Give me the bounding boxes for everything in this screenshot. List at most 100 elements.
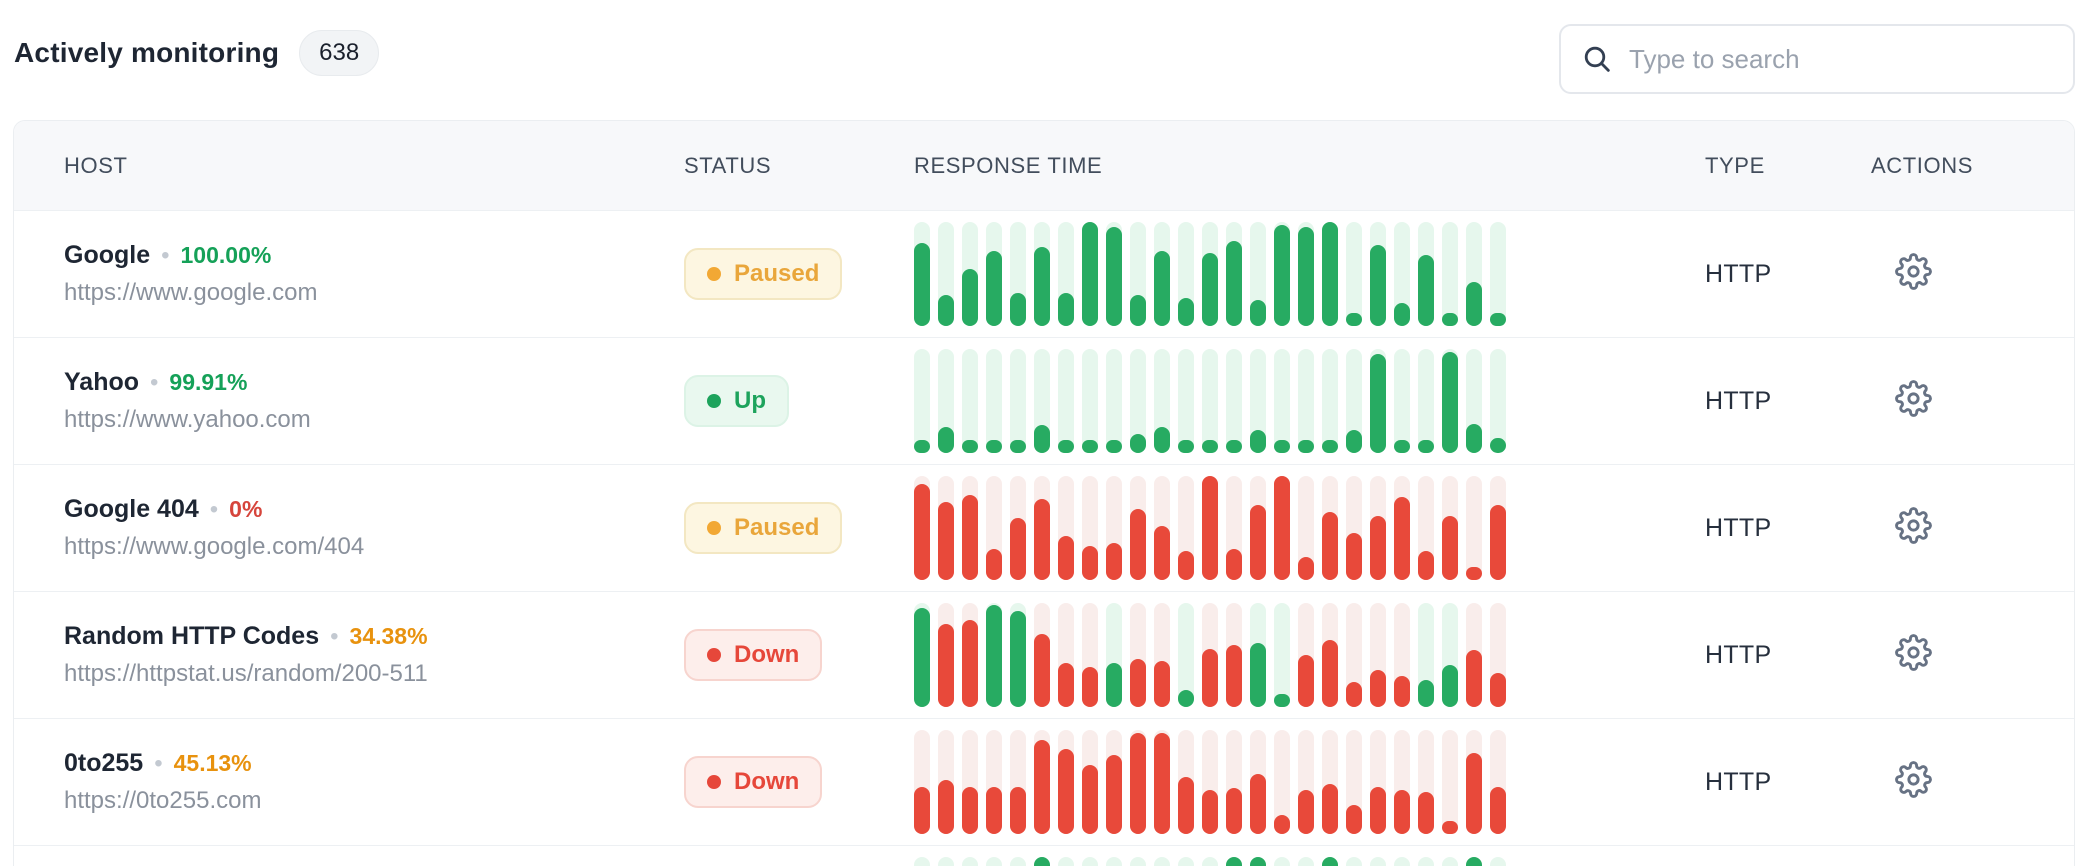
response-bar[interactable] [1394,730,1410,834]
response-bar[interactable] [1466,349,1482,453]
response-bar[interactable] [1274,222,1290,326]
response-bar[interactable] [1058,603,1074,707]
response-time-chart[interactable] [914,857,1705,866]
response-bar[interactable] [1106,222,1122,326]
response-bar[interactable] [1490,603,1506,707]
response-bar[interactable] [1250,603,1266,707]
response-bar[interactable] [1130,349,1146,453]
response-bar[interactable] [1346,603,1362,707]
response-bar[interactable] [1250,349,1266,453]
response-bar[interactable] [1226,603,1242,707]
response-bar[interactable] [1490,476,1506,580]
response-bar[interactable] [1010,349,1026,453]
response-bar[interactable] [986,603,1002,707]
response-bar[interactable] [1034,349,1050,453]
response-bar[interactable] [1370,857,1386,866]
gear-icon[interactable] [1895,507,1932,544]
response-bar[interactable] [1346,476,1362,580]
response-bar[interactable] [1154,349,1170,453]
response-bar[interactable] [1010,222,1026,326]
response-bar[interactable] [1202,603,1218,707]
response-bar[interactable] [1226,857,1242,866]
response-bar[interactable] [962,730,978,834]
response-bar[interactable] [1250,222,1266,326]
response-bar[interactable] [1322,857,1338,866]
gear-icon[interactable] [1895,380,1932,417]
gear-icon[interactable] [1895,761,1932,798]
response-bar[interactable] [1418,349,1434,453]
response-bar[interactable] [1418,730,1434,834]
table-row[interactable]: Google • 100.00% https://www.google.com … [14,211,2074,338]
response-bar[interactable] [1442,349,1458,453]
response-bar[interactable] [1442,857,1458,866]
response-bar[interactable] [1106,857,1122,866]
response-bar[interactable] [1274,857,1290,866]
response-bar[interactable] [1034,222,1050,326]
response-bar[interactable] [1418,857,1434,866]
response-bar[interactable] [1370,349,1386,453]
response-bar[interactable] [938,857,954,866]
response-bar[interactable] [1274,476,1290,580]
table-row[interactable]: Yahoo • 99.91% https://www.yahoo.com Up … [14,338,2074,465]
response-bar[interactable] [1418,222,1434,326]
table-row[interactable]: 0to255 • 45.13% https://0to255.com Down … [14,719,2074,846]
response-bar[interactable] [1466,857,1482,866]
response-bar[interactable] [1298,349,1314,453]
response-bar[interactable] [1202,730,1218,834]
response-bar[interactable] [1274,349,1290,453]
search-input[interactable] [1629,43,2053,75]
response-bar[interactable] [1370,222,1386,326]
response-bar[interactable] [1106,730,1122,834]
response-bar[interactable] [1274,730,1290,834]
response-bar[interactable] [1010,603,1026,707]
response-bar[interactable] [1394,349,1410,453]
response-bar[interactable] [1034,476,1050,580]
response-bar[interactable] [1178,857,1194,866]
response-bar[interactable] [914,603,930,707]
response-bar[interactable] [1466,476,1482,580]
response-bar[interactable] [1202,476,1218,580]
response-time-chart[interactable] [914,476,1705,580]
response-bar[interactable] [938,222,954,326]
response-bar[interactable] [1058,349,1074,453]
response-bar[interactable] [1154,857,1170,866]
response-bar[interactable] [1034,603,1050,707]
monitor-name[interactable]: Google [64,241,151,269]
response-bar[interactable] [1082,730,1098,834]
response-bar[interactable] [1226,349,1242,453]
response-bar[interactable] [1322,349,1338,453]
response-bar[interactable] [1346,857,1362,866]
response-bar[interactable] [1442,603,1458,707]
response-bar[interactable] [1154,476,1170,580]
response-bar[interactable] [1250,730,1266,834]
response-bar[interactable] [914,857,930,866]
response-bar[interactable] [1490,349,1506,453]
response-bar[interactable] [1106,476,1122,580]
search-box[interactable] [1559,24,2075,94]
response-bar[interactable] [1226,222,1242,326]
response-bar[interactable] [986,222,1002,326]
response-bar[interactable] [1058,857,1074,866]
response-bar[interactable] [1154,730,1170,834]
response-bar[interactable] [1082,603,1098,707]
response-bar[interactable] [1274,603,1290,707]
response-bar[interactable] [1418,476,1434,580]
response-bar[interactable] [1058,730,1074,834]
response-bar[interactable] [1202,857,1218,866]
table-row[interactable]: • [14,846,2074,866]
response-bar[interactable] [1178,603,1194,707]
monitor-name[interactable]: Yahoo [64,368,140,396]
response-bar[interactable] [1442,222,1458,326]
response-bar[interactable] [1394,857,1410,866]
gear-icon[interactable] [1895,253,1932,290]
response-bar[interactable] [1466,222,1482,326]
response-bar[interactable] [914,222,930,326]
response-bar[interactable] [938,476,954,580]
response-bar[interactable] [1226,730,1242,834]
response-bar[interactable] [1082,222,1098,326]
response-bar[interactable] [1178,476,1194,580]
response-bar[interactable] [1106,603,1122,707]
response-bar[interactable] [1250,857,1266,866]
response-bar[interactable] [1418,603,1434,707]
response-bar[interactable] [1298,730,1314,834]
